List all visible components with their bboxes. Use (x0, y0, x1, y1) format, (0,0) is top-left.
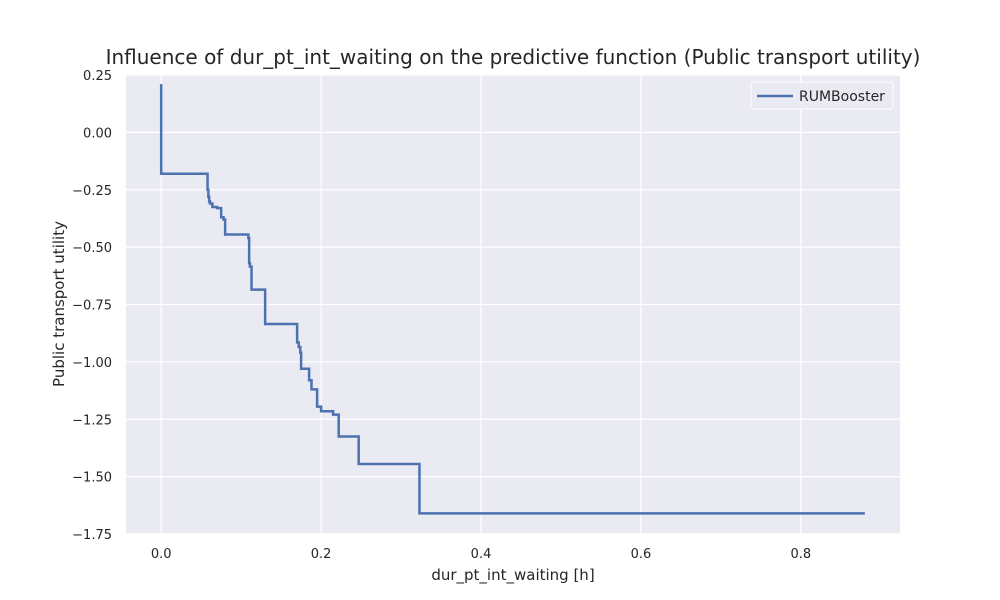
x-tick-label: 0.4 (471, 547, 492, 562)
x-tick-label: 0.6 (631, 547, 652, 562)
y-axis-label: Public transport utility (50, 221, 68, 387)
series-line-rumbooster (159, 84, 865, 515)
y-tick-label: −0.50 (72, 241, 112, 256)
x-axis-label: dur_pt_int_waiting [h] (431, 566, 594, 585)
legend: RUMBooster (750, 81, 894, 110)
y-tick-label: −0.75 (72, 299, 112, 314)
x-tick-label: 0.0 (151, 547, 172, 562)
y-tick-label: −1.50 (72, 471, 112, 486)
series-layer (159, 84, 865, 515)
grid-layer (126, 74, 900, 535)
x-tick-label: 0.2 (311, 547, 332, 562)
y-tick-label: 0.25 (83, 69, 112, 84)
y-tick-label: −1.75 (72, 528, 112, 543)
x-tick-label: 0.8 (791, 547, 812, 562)
chart-title: Influence of dur_pt_int_waiting on the p… (106, 45, 921, 69)
y-tick-label: −1.25 (72, 413, 112, 428)
legend-label-rumbooster: RUMBooster (799, 89, 885, 105)
legend-box (750, 81, 894, 110)
y-tick-label: 0.00 (83, 126, 112, 141)
y-tick-label: −1.00 (72, 356, 112, 371)
tick-layer: 0.0 0.2 0.4 0.6 0.8 0.25 0.00 −0.25 −0.50 −0.75 −1… (72, 69, 811, 562)
y-tick-label: −0.25 (72, 184, 112, 199)
